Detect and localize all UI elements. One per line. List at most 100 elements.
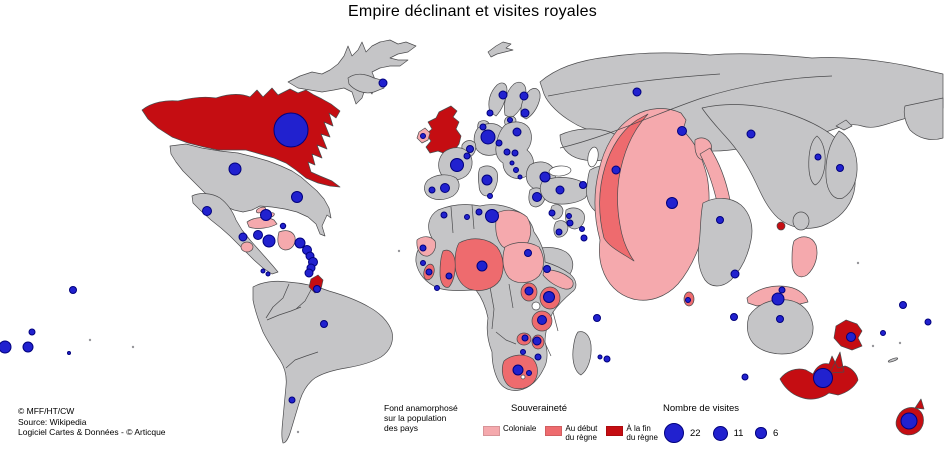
visits-bubble-mexico bbox=[202, 206, 212, 216]
visits-bubble-costa-rica bbox=[260, 268, 266, 274]
legend-anamorphic-note: Fond anamorphosé sur la population des p… bbox=[384, 403, 458, 433]
visits-bubble-denmark-west bbox=[486, 109, 494, 117]
visits-scale-value-1: 11 bbox=[733, 427, 744, 439]
visits-bubble-new-zealand bbox=[900, 412, 918, 430]
island-speck bbox=[296, 430, 300, 434]
sovereignty-swatch-1 bbox=[545, 426, 563, 436]
visits-scale-value-2: 6 bbox=[772, 427, 779, 439]
visits-bubble-pacific-3 bbox=[0, 340, 12, 354]
island-speck bbox=[88, 338, 92, 342]
visits-bubble-nigeria bbox=[476, 260, 488, 272]
visits-bubble-senegal bbox=[420, 260, 426, 266]
region-pakistan bbox=[599, 113, 649, 262]
visits-bubble-tanzania bbox=[537, 315, 547, 325]
visits-scale-circle-2 bbox=[755, 427, 767, 439]
visits-bubble-tunisia bbox=[464, 214, 470, 220]
region-madagascar bbox=[572, 331, 592, 376]
visits-bubble-denmark bbox=[479, 123, 487, 131]
visits-bubble-antilles-1 bbox=[294, 237, 306, 249]
visits-bubble-slovenia bbox=[509, 160, 515, 166]
visits-bubble-belgium bbox=[463, 152, 471, 160]
sovereignty-item-2: À la fin du règne bbox=[606, 424, 663, 442]
island-speck bbox=[898, 341, 902, 345]
visits-bubble-burma bbox=[716, 216, 724, 224]
visits-bubble-pakistan bbox=[611, 165, 621, 175]
visits-bubble-turks bbox=[279, 222, 287, 230]
attribution-text: © MFF/HT/CW Source: Wikipedia Logiciel C… bbox=[18, 406, 166, 437]
page-title: Empire déclinant et visites royales bbox=[348, 3, 597, 20]
visits-bubble-antilles-6 bbox=[304, 268, 314, 278]
visits-bubble-ghana bbox=[445, 272, 453, 280]
visits-bubble-norway bbox=[498, 90, 508, 100]
region-uk bbox=[425, 105, 462, 155]
visits-bubble-morocco bbox=[419, 244, 427, 252]
visits-bubble-zambia bbox=[521, 334, 529, 342]
region-indochina bbox=[697, 198, 753, 287]
visits-bubble-baltics bbox=[507, 117, 513, 123]
sovereignty-item-1: Au début du règne bbox=[545, 424, 602, 442]
visits-bubble-saudi-arabia bbox=[543, 265, 551, 273]
visits-bubble-libya bbox=[475, 208, 483, 216]
region-africa-borders bbox=[450, 204, 559, 357]
visits-bubble-solomon bbox=[899, 301, 907, 309]
visits-bubble-lesotho bbox=[526, 370, 532, 376]
visits-bubble-bermuda bbox=[291, 191, 303, 203]
visits-bubble-fiji bbox=[924, 318, 932, 326]
visits-bubble-pacific-1 bbox=[69, 286, 77, 294]
region-china bbox=[701, 104, 856, 229]
visits-bubble-indonesia bbox=[776, 315, 784, 323]
visits-bubble-kuwait bbox=[579, 226, 585, 232]
visits-bubble-uganda bbox=[524, 286, 534, 296]
visits-bubble-sumatra bbox=[730, 313, 738, 321]
visits-bubble-malta bbox=[487, 193, 493, 199]
visits-bubble-vanuatu bbox=[880, 330, 886, 336]
visits-bubble-poland bbox=[512, 127, 522, 137]
visits-bubble-thailand bbox=[730, 269, 740, 279]
visits-bubble-trinidad bbox=[313, 285, 321, 293]
visits-bubble-panama bbox=[265, 271, 271, 277]
sovereignty-swatch-2 bbox=[606, 426, 624, 436]
visits-bubble-pacific-2 bbox=[28, 328, 36, 336]
visits-bubble-south-korea bbox=[814, 153, 822, 161]
region-hong-kong bbox=[776, 221, 786, 231]
visits-bubble-reunion bbox=[597, 354, 603, 360]
visits-bubble-pacific-4 bbox=[22, 341, 34, 353]
visits-bubble-ireland bbox=[420, 133, 426, 139]
visits-bubble-bahamas bbox=[260, 209, 272, 221]
visits-bubble-romania bbox=[539, 171, 551, 183]
visits-bubble-greece bbox=[532, 192, 542, 202]
visits-bubble-gulf bbox=[580, 234, 588, 242]
sovereignty-label-1: Au début du règne bbox=[565, 424, 598, 442]
visits-bubble-christmas-island bbox=[741, 373, 749, 381]
visits-bubble-israel bbox=[555, 228, 563, 236]
legend-sovereignty-items: Coloniale Au début du règne À la fin du rè… bbox=[483, 424, 663, 442]
region-iceland bbox=[347, 73, 386, 94]
visits-bubble-nepal bbox=[677, 126, 687, 136]
visits-bubble-italy bbox=[481, 174, 493, 186]
region-russia-internal-border bbox=[547, 73, 833, 149]
visits-bubble-bulgaria bbox=[555, 185, 565, 195]
region-philippines bbox=[791, 236, 818, 278]
legend-visits-scale: 22 11 6 bbox=[664, 419, 784, 447]
region-taiwan bbox=[792, 211, 810, 231]
visits-bubble-singapore-malaysia bbox=[771, 292, 785, 306]
visits-bubble-lebanon bbox=[548, 209, 556, 217]
visits-bubble-sweden bbox=[519, 91, 529, 101]
region-south-america bbox=[252, 280, 393, 444]
visits-bubble-sierra-leone bbox=[434, 285, 440, 291]
sovereignty-swatch-0 bbox=[483, 426, 500, 436]
visits-bubble-china bbox=[746, 129, 756, 139]
visits-bubble-mauritius bbox=[603, 355, 611, 363]
region-hokkaido bbox=[835, 119, 853, 131]
visits-scale-circle-1 bbox=[712, 425, 728, 441]
island-speck bbox=[397, 249, 401, 253]
region-bering-east bbox=[903, 97, 944, 140]
visits-bubble-gambia bbox=[425, 268, 433, 276]
visits-bubble-brunei bbox=[778, 286, 786, 294]
visits-bubble-australia bbox=[813, 368, 833, 388]
region-lake-victoria bbox=[531, 301, 541, 311]
visits-bubble-sudan bbox=[524, 249, 532, 257]
visits-bubble-sri-lanka bbox=[685, 297, 691, 303]
